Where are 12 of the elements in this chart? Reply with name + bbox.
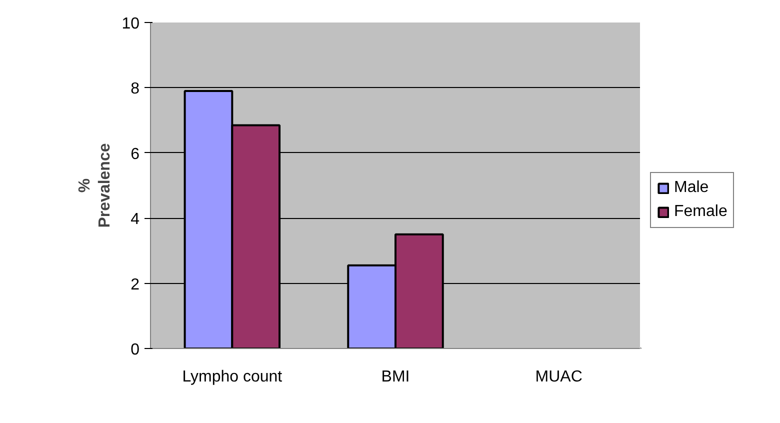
- y-tick-label: 4: [130, 211, 140, 228]
- x-tick-label: BMI: [381, 368, 410, 386]
- y-tick-label: 8: [130, 80, 140, 98]
- legend-label: Male: [674, 179, 709, 197]
- y-tick-label: 2: [130, 276, 140, 294]
- legend-label: Female: [674, 203, 728, 221]
- y-tick-label: 10: [122, 16, 140, 32]
- y-axis-title: % Prevalence: [76, 143, 114, 228]
- y-tick-label: 6: [130, 146, 140, 163]
- x-tick-label: MUAC: [535, 368, 582, 386]
- x-tick-label: Lympho count: [182, 368, 283, 386]
- y-tick-label: 0: [130, 342, 140, 358]
